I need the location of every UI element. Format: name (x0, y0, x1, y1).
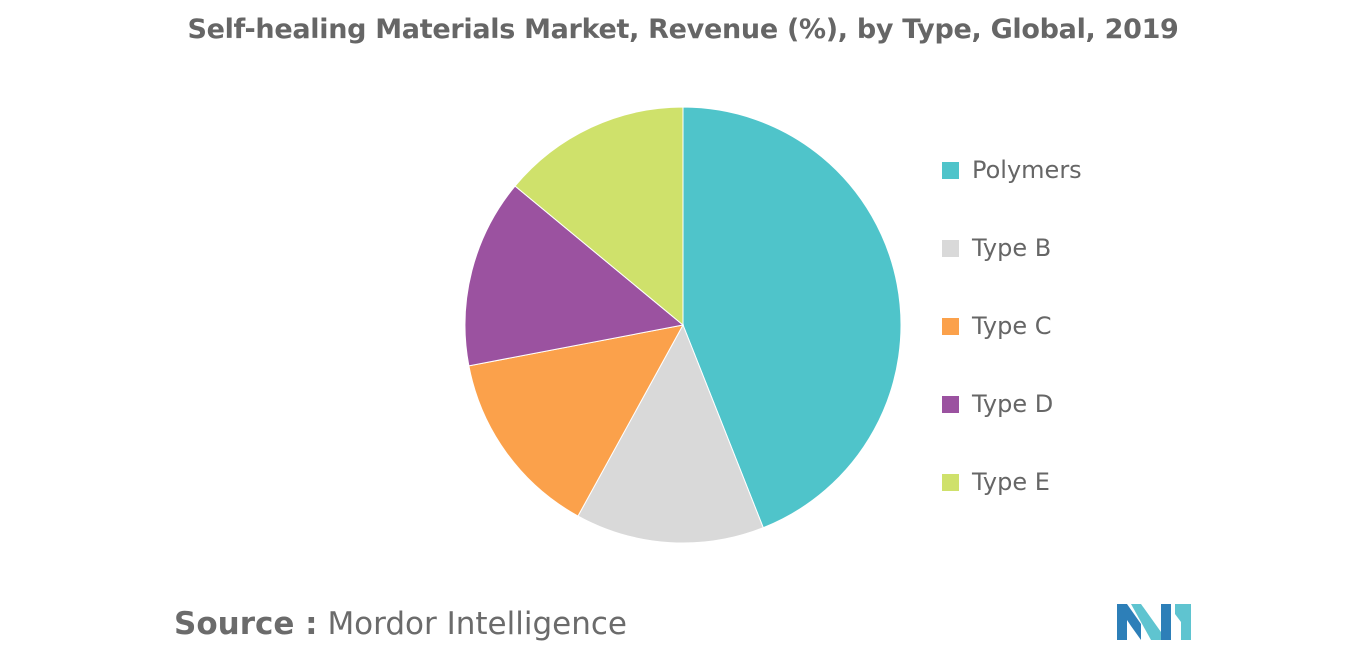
pie-slice-type-b[interactable] (577, 323, 764, 544)
logo-shape-left (1117, 604, 1141, 640)
legend-swatch-type-b (942, 239, 959, 257)
legend-item-polymers[interactable]: Polymers (942, 150, 1082, 190)
legend-label-type-b: Type B (972, 234, 1052, 262)
mordor-intelligence-logo-icon (1117, 604, 1191, 640)
legend-swatch-type-d (942, 395, 959, 413)
legend-label-type-c: Type C (972, 312, 1052, 340)
legend-swatch-polymers (942, 161, 959, 179)
pie-slice-type-e[interactable] (514, 106, 684, 327)
pie-slice-type-c[interactable] (468, 324, 684, 517)
pie-slice-type-d[interactable] (464, 185, 685, 367)
legend-item-type-d[interactable]: Type D (942, 384, 1053, 424)
logo-shape-far (1175, 604, 1191, 640)
legend-swatch-type-c (942, 317, 959, 335)
legend-label-type-e: Type E (972, 468, 1050, 496)
source-note: Source : Mordor Intelligence (174, 606, 627, 642)
logo-shape-mid (1131, 604, 1161, 640)
legend-item-type-e[interactable]: Type E (942, 462, 1050, 502)
source-label: Source : (174, 606, 318, 642)
legend-label-polymers: Polymers (972, 156, 1082, 184)
legend-item-type-b[interactable]: Type B (942, 228, 1051, 268)
legend-item-type-c[interactable]: Type C (942, 306, 1052, 346)
source-text: Mordor Intelligence (327, 606, 627, 642)
legend-label-type-d: Type D (972, 390, 1054, 418)
pie-slice-polymers[interactable] (682, 106, 902, 529)
logo-shape-right (1161, 604, 1171, 640)
legend-swatch-type-e (942, 473, 959, 491)
chart-title: Self-healing Materials Market, Revenue (… (187, 14, 1179, 45)
